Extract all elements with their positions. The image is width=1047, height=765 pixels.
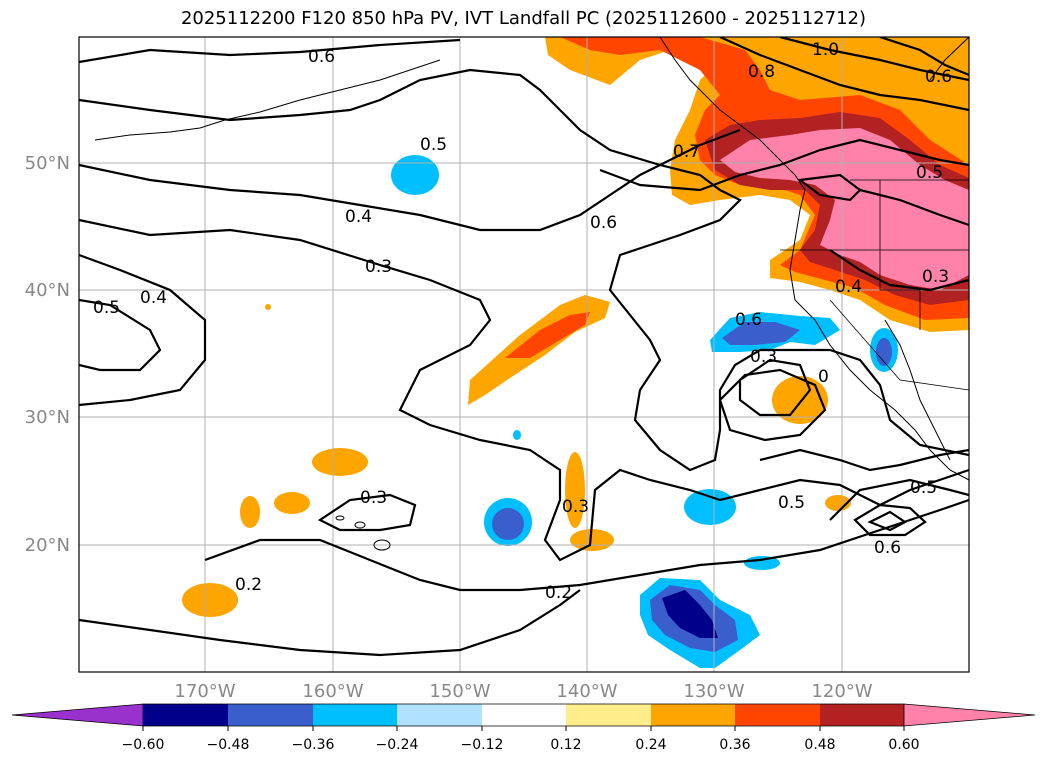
colorbar-tick-label: 0.60	[888, 737, 919, 753]
colorbar-segment	[651, 704, 735, 726]
contour-label: 0.5	[910, 478, 937, 498]
colorbar-segment	[820, 704, 904, 726]
colorbar-segment	[735, 704, 820, 726]
contour-label: 0.6	[590, 213, 617, 233]
colorbar-extend-high	[903, 703, 1036, 727]
shade-blob-midblue	[876, 338, 892, 366]
shade-blob-midblue	[492, 508, 524, 540]
contour-label: 0.4	[345, 207, 372, 227]
contour-label: 0.5	[916, 163, 943, 183]
shade-blob-blue	[391, 155, 439, 195]
colorbar-tick-label: 0.36	[719, 737, 750, 753]
colorbar-segment	[143, 704, 228, 726]
contour-label: 0	[818, 367, 829, 387]
contour-label: 1.0	[812, 40, 839, 60]
map-frame	[78, 36, 970, 673]
contour-labels: 0.6 0.5 0.4 0.3 0.5 0.4 0.3 0.2 0.3 0.2 …	[93, 40, 952, 603]
contour-label: 0.6	[735, 310, 762, 330]
colorbar-tick-label: 0.48	[804, 737, 835, 753]
shade-blob-orange	[240, 496, 260, 528]
colorbar-tick-label: −0.24	[376, 737, 419, 753]
contour-label: 0.2	[545, 583, 572, 603]
shade-pnw-pink	[720, 128, 969, 290]
contour-label: 0.5	[420, 135, 447, 155]
shade-blob-darkblue	[662, 590, 718, 638]
shade-streak-red	[505, 312, 590, 358]
coastlines	[94, 37, 969, 551]
shading-layer	[182, 37, 969, 668]
lon-label-170w: 170°W	[174, 681, 235, 702]
contour-label: 0.3	[562, 497, 589, 517]
shade-blob-blue	[513, 430, 521, 440]
shade-blob-orange	[312, 448, 368, 476]
contour-label: 0.3	[360, 488, 387, 508]
lon-label-140w: 140°W	[556, 681, 617, 702]
contour-label: 0.7	[673, 142, 700, 162]
map-title: 2025112200 F120 850 hPa PV, IVT Landfall…	[180, 8, 867, 29]
contour-label: 0.3	[365, 257, 392, 277]
contour-label: 0.5	[93, 298, 120, 318]
colorbar-tick-label: −0.48	[207, 737, 250, 753]
colorbar-segment	[482, 704, 566, 726]
contour-label: 0.4	[835, 277, 862, 297]
contour-label: 0.2	[235, 575, 262, 595]
colorbar: −0.60 −0.48 −0.36 −0.24 −0.12 0.12 0.24 …	[11, 703, 1036, 753]
contour-label: 0.3	[922, 267, 949, 287]
lon-label-120w: 120°W	[811, 681, 872, 702]
shade-blob-orange	[182, 583, 238, 617]
shade-blob-blue	[684, 489, 736, 525]
shade-blob-orange	[772, 376, 828, 424]
colorbar-tick-label: −0.12	[461, 737, 504, 753]
contour-label: 0.4	[140, 288, 167, 308]
lat-label-40n: 40°N	[25, 280, 70, 301]
colorbar-tick-label: −0.36	[292, 737, 335, 753]
colorbar-tick-label: 0.12	[550, 737, 581, 753]
lon-label-130w: 130°W	[683, 681, 744, 702]
colorbar-extend-low	[11, 703, 144, 727]
longitude-labels: 170°W 160°W 150°W 140°W 130°W 120°W	[174, 681, 872, 702]
lon-label-150w: 150°W	[429, 681, 490, 702]
contour-label: 0.6	[308, 47, 335, 67]
lon-label-160w: 160°W	[302, 681, 363, 702]
contour-label: 0.6	[874, 538, 901, 558]
colorbar-segment	[228, 704, 313, 726]
pv-contours	[79, 37, 969, 657]
latitude-labels: 50°N 40°N 30°N 20°N	[25, 153, 70, 556]
contour-label: 0.8	[748, 62, 775, 82]
contour-label: 0.3	[750, 347, 777, 367]
shade-blob-orange	[274, 492, 310, 514]
shade-blob-midblue	[722, 322, 800, 345]
shade-blob-orange	[265, 304, 271, 310]
colorbar-segment	[397, 704, 482, 726]
colorbar-tick-label: 0.24	[635, 737, 666, 753]
contour-label: 0.5	[778, 493, 805, 513]
shade-blob-orange	[565, 452, 585, 528]
contour-label: 0.6	[925, 67, 952, 87]
colorbar-ticks	[142, 726, 905, 731]
colorbar-tick-label: −0.60	[122, 737, 165, 753]
colorbar-segment	[566, 704, 651, 726]
colorbar-segment	[313, 704, 397, 726]
lat-label-50n: 50°N	[25, 153, 70, 174]
lat-label-20n: 20°N	[25, 535, 70, 556]
lat-label-30n: 30°N	[25, 407, 70, 428]
